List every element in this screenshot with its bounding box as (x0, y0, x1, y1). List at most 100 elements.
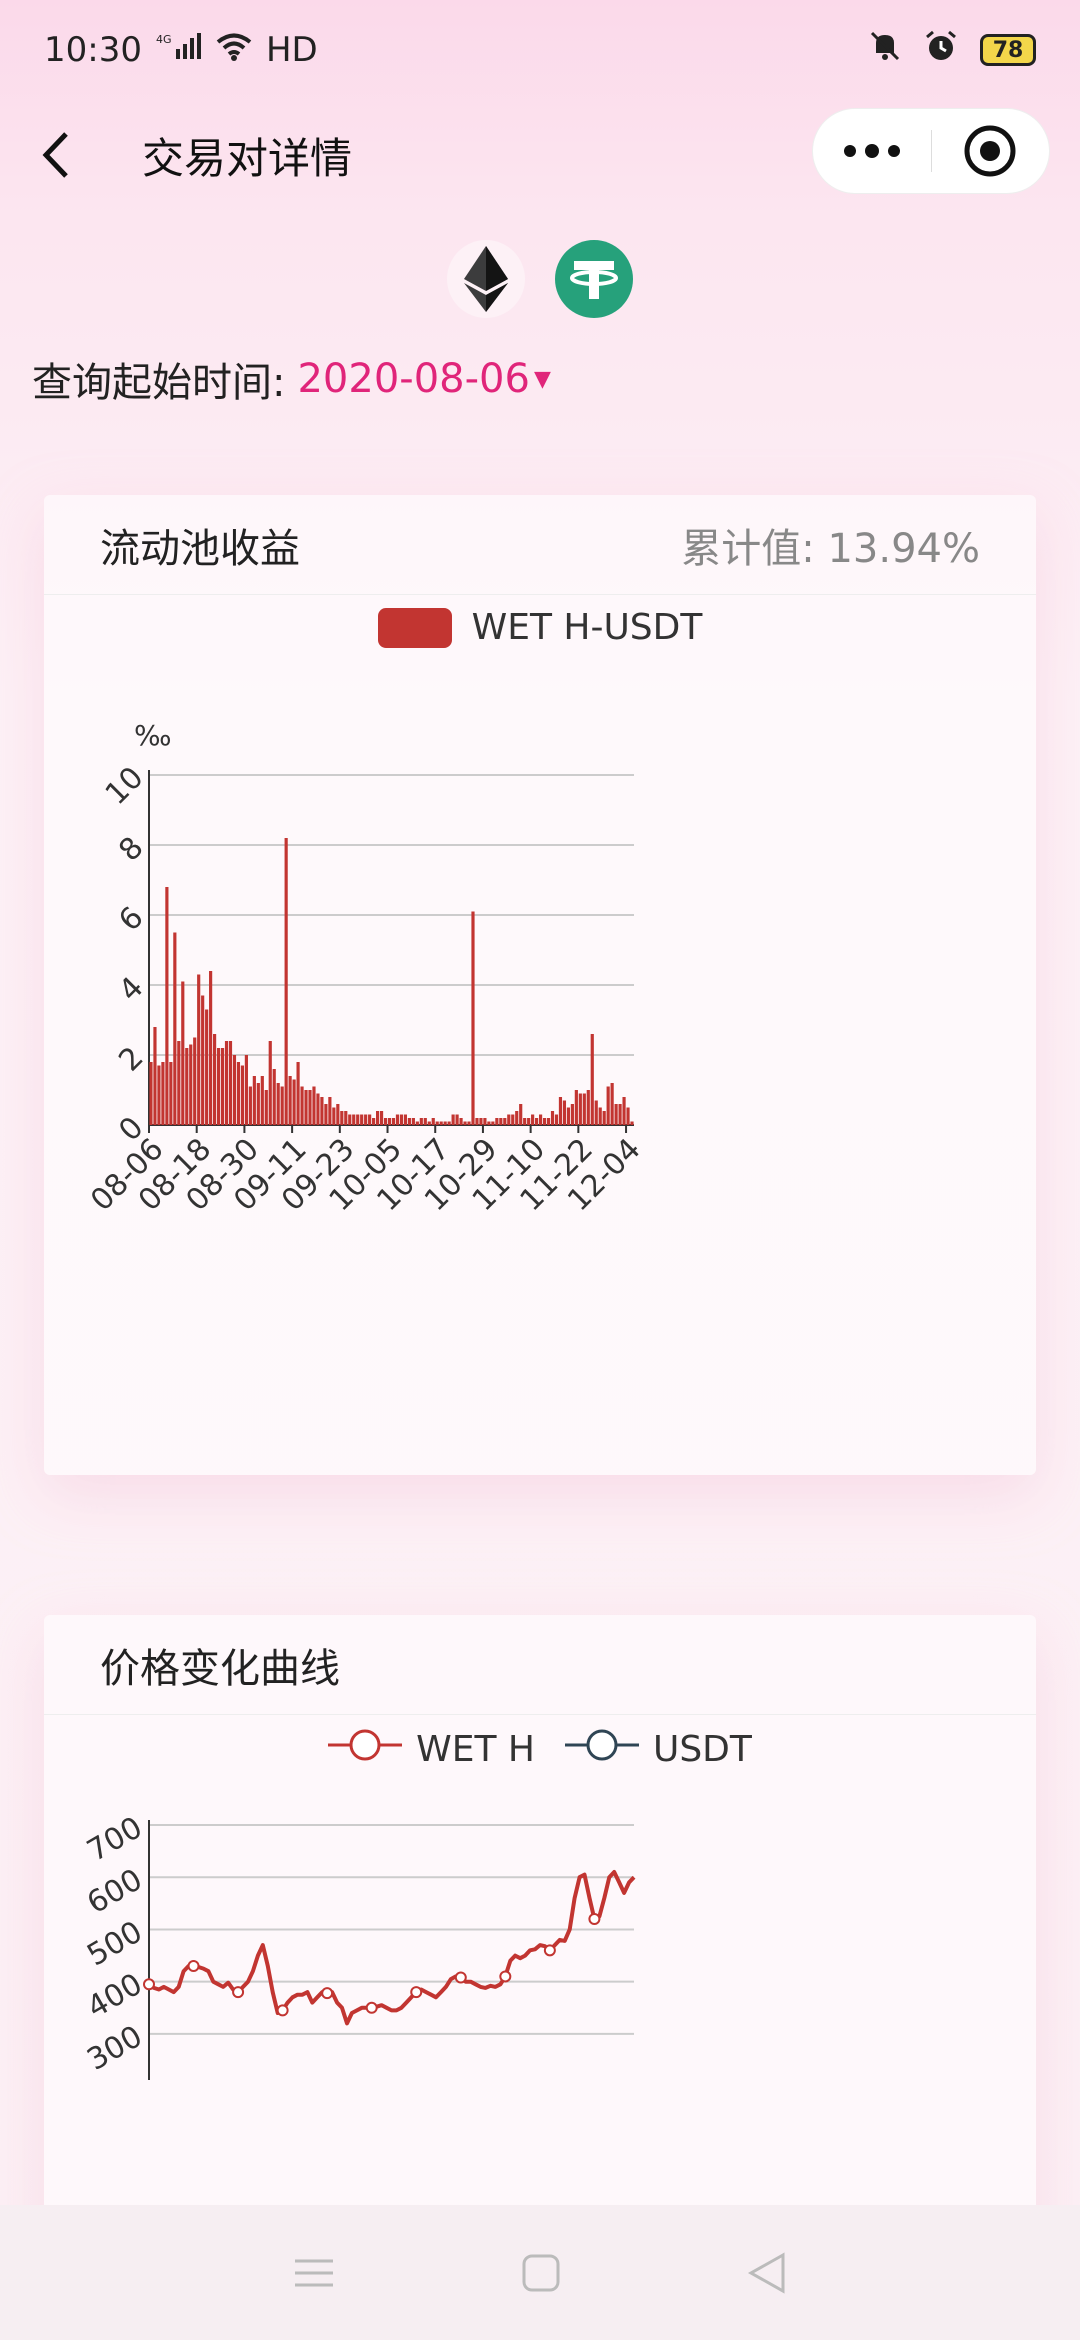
weth-price-point (321, 1987, 334, 2000)
bar (491, 1121, 495, 1125)
bar (185, 1048, 189, 1125)
token-pair-icons (0, 240, 1080, 318)
y-tick-label: 8 (112, 830, 150, 868)
bar (360, 1114, 364, 1125)
bar (312, 1086, 316, 1125)
bar (276, 1083, 280, 1125)
bar (308, 1090, 312, 1125)
bar (495, 1118, 499, 1125)
bar (169, 1062, 173, 1125)
bar (407, 1118, 411, 1125)
bar (161, 1062, 165, 1125)
bar (348, 1114, 352, 1125)
alarm-icon (924, 29, 958, 72)
page-title: 交易对详情 (142, 133, 353, 183)
bar (503, 1118, 507, 1125)
bar (220, 1048, 225, 1125)
weth-price-point (499, 1970, 512, 1983)
bar (546, 1118, 551, 1125)
bar (316, 1093, 320, 1125)
weth-price-point (232, 1986, 245, 1999)
bar (570, 1104, 574, 1125)
legend-label-weth: WET H (416, 1729, 535, 1770)
bar (272, 1069, 276, 1125)
start-date-picker[interactable]: 2020-08-06 (297, 356, 530, 402)
liquidity-income-card: 流动池收益 累计值: 13.94% WET H-USDT ‰ 0 2 4 6 8 10 08-… (44, 495, 1036, 1475)
back-button[interactable] (40, 125, 84, 185)
mini-program-capsule (812, 108, 1050, 194)
bar (256, 1083, 260, 1125)
bar (499, 1118, 503, 1125)
bar (614, 1104, 618, 1125)
weth-price-point (588, 1913, 601, 1925)
bar (471, 911, 475, 1125)
weth-price-point (410, 1986, 423, 1999)
legend-marker-usdt (564, 1725, 639, 1774)
price-chart-legend[interactable]: WET H USDT (44, 1725, 1036, 1774)
hd-indicator: HD (265, 30, 318, 70)
bar (558, 1097, 563, 1125)
income-chart-legend[interactable]: WET H-USDT (44, 607, 1036, 648)
bar (507, 1114, 511, 1125)
status-bar: 10:30 4G HD (0, 0, 1080, 100)
bar (566, 1107, 570, 1125)
home-icon[interactable] (521, 2253, 561, 2293)
bar (419, 1118, 423, 1125)
more-button[interactable] (813, 143, 931, 159)
signal-icon: 4G (156, 30, 202, 70)
y-tick-label: 300 (81, 2019, 148, 2078)
bar (562, 1100, 567, 1125)
bar (379, 1111, 384, 1125)
capsule-divider (930, 130, 932, 172)
y-tick-label: 6 (112, 900, 150, 938)
bar (248, 1086, 252, 1125)
back-nav-icon[interactable] (747, 2251, 787, 2294)
bar (447, 1121, 451, 1125)
weth-price-point (143, 1978, 155, 1991)
bar (280, 1086, 284, 1125)
svg-text:4G: 4G (156, 33, 172, 46)
y-tick-label: 600 (81, 1862, 148, 1921)
bar (252, 1076, 256, 1125)
bar (618, 1104, 622, 1125)
more-icon (843, 144, 900, 158)
bar (403, 1114, 408, 1125)
y-tick-label: 700 (81, 1810, 148, 1869)
menu-icon[interactable] (293, 2255, 335, 2291)
bar (550, 1111, 555, 1125)
bar (375, 1111, 380, 1125)
legend-label-weth-usdt: WET H-USDT (471, 607, 703, 648)
bar (268, 1041, 272, 1125)
bar (523, 1118, 527, 1125)
bar (383, 1118, 388, 1125)
query-start-time-row: 查询起始时间: 2020-08-06 ▼ (32, 350, 551, 408)
bar (352, 1114, 356, 1125)
bar (336, 1104, 340, 1125)
weth-price-point (276, 2004, 289, 2017)
bar (399, 1114, 404, 1125)
bar (395, 1114, 400, 1125)
bar (387, 1118, 392, 1125)
bar (205, 1009, 209, 1125)
y-tick-label: 4 (112, 970, 150, 1008)
bar (340, 1111, 344, 1125)
eth-icon (447, 240, 525, 318)
bar (189, 1044, 193, 1125)
bar (300, 1086, 304, 1125)
close-mini-program-button[interactable] (932, 124, 1050, 178)
y-tick-label: 2 (112, 1040, 150, 1078)
bar (531, 1114, 535, 1125)
dropdown-caret-icon[interactable]: ▼ (533, 366, 551, 392)
bar (193, 1037, 197, 1125)
bar (157, 1065, 161, 1125)
bar (368, 1114, 372, 1125)
bar (328, 1097, 332, 1125)
bar (554, 1114, 559, 1125)
bar (232, 1055, 237, 1125)
bar (165, 887, 169, 1125)
y-tick-label: 10 (99, 760, 151, 812)
income-bar-chart: ‰024681008-0608-1808-3009-1109-2310-0510… (84, 719, 647, 1218)
bar (582, 1093, 586, 1125)
bar (356, 1114, 360, 1125)
bar (264, 1090, 268, 1125)
